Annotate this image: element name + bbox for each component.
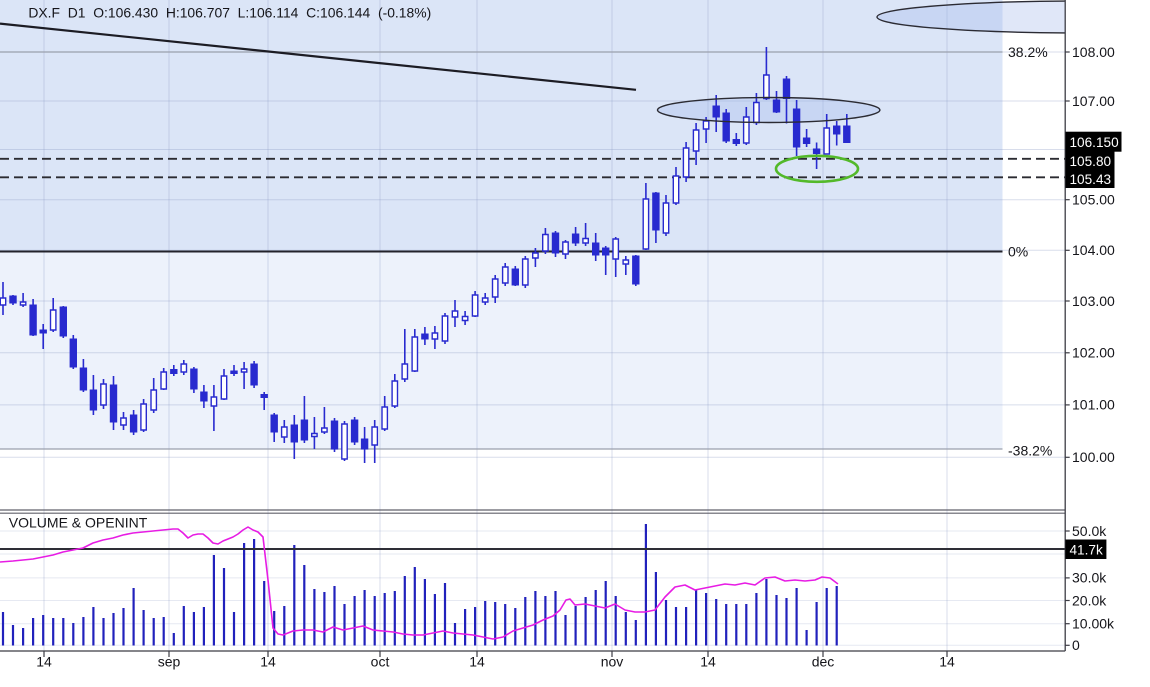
svg-text:41.7k: 41.7k [1070,543,1103,558]
svg-text:105.43: 105.43 [1070,172,1112,187]
svg-text:14: 14 [939,654,955,670]
svg-text:DX.F D1 O:106.430 H:106.707: DX.F D1 O:106.430 H:106.707 L:106.114 C:… [28,5,431,21]
svg-text:20.0k: 20.0k [1072,592,1107,608]
svg-text:14: 14 [260,654,276,670]
svg-text:0%: 0% [1008,244,1028,260]
svg-text:30.0k: 30.0k [1072,570,1107,586]
svg-text:103.00: 103.00 [1072,293,1115,309]
svg-text:0: 0 [1072,637,1080,653]
svg-text:38.2%: 38.2% [1008,44,1048,60]
svg-text:VOLUME & OPENINT: VOLUME & OPENINT [9,515,148,531]
svg-text:104.00: 104.00 [1072,242,1115,258]
svg-text:102.00: 102.00 [1072,345,1115,361]
svg-text:50.0k: 50.0k [1072,523,1107,539]
svg-text:107.00: 107.00 [1072,93,1115,109]
svg-text:105.80: 105.80 [1070,154,1112,169]
svg-text:108.00: 108.00 [1072,44,1115,60]
svg-text:101.00: 101.00 [1072,397,1115,413]
svg-text:10.00k: 10.00k [1072,616,1115,632]
svg-text:dec: dec [812,654,835,670]
svg-text:106.150: 106.150 [1070,135,1120,150]
svg-text:oct: oct [371,654,390,670]
svg-text:105.00: 105.00 [1072,192,1115,208]
svg-text:nov: nov [601,654,624,670]
svg-text:14: 14 [36,654,52,670]
svg-text:100.00: 100.00 [1072,449,1115,465]
svg-text:14: 14 [700,654,716,670]
svg-text:sep: sep [158,654,181,670]
svg-text:-38.2%: -38.2% [1008,443,1052,459]
svg-text:14: 14 [469,654,485,670]
